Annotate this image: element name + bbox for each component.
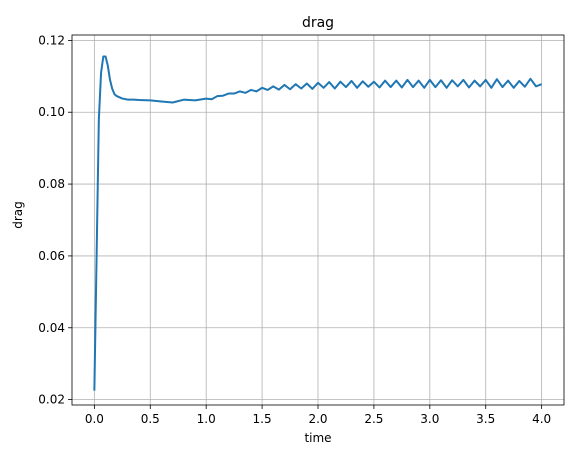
x-tick-label: 4.0	[532, 412, 551, 426]
x-tick-label: 2.5	[364, 412, 383, 426]
x-tick-label: 3.5	[476, 412, 495, 426]
y-tick-label: 0.08	[38, 177, 65, 191]
x-tick-label: 1.0	[197, 412, 216, 426]
y-tick-label: 0.10	[38, 105, 65, 119]
x-tick-label: 0.5	[141, 412, 160, 426]
x-tick-label: 2.0	[308, 412, 327, 426]
y-axis: 0.02 0.04 0.06 0.08 0.10 0.12	[38, 33, 72, 407]
drag-series-line	[93, 55, 543, 391]
x-tick-label: 3.0	[420, 412, 439, 426]
grid	[72, 35, 564, 405]
x-axis: 0.0 0.5 1.0 1.5 2.0 2.5 3.0 3.5 4.0	[85, 405, 551, 426]
x-tick-label: 0.0	[85, 412, 104, 426]
y-tick-label: 0.06	[38, 249, 65, 263]
y-tick-label: 0.04	[38, 321, 65, 335]
chart-title: drag	[302, 15, 334, 31]
y-axis-label: drag	[11, 201, 25, 229]
y-tick-label: 0.02	[38, 393, 65, 407]
x-axis-label: time	[304, 431, 331, 445]
x-tick-label: 1.5	[253, 412, 272, 426]
series-layer	[93, 55, 543, 391]
y-tick-label: 0.12	[38, 33, 65, 47]
